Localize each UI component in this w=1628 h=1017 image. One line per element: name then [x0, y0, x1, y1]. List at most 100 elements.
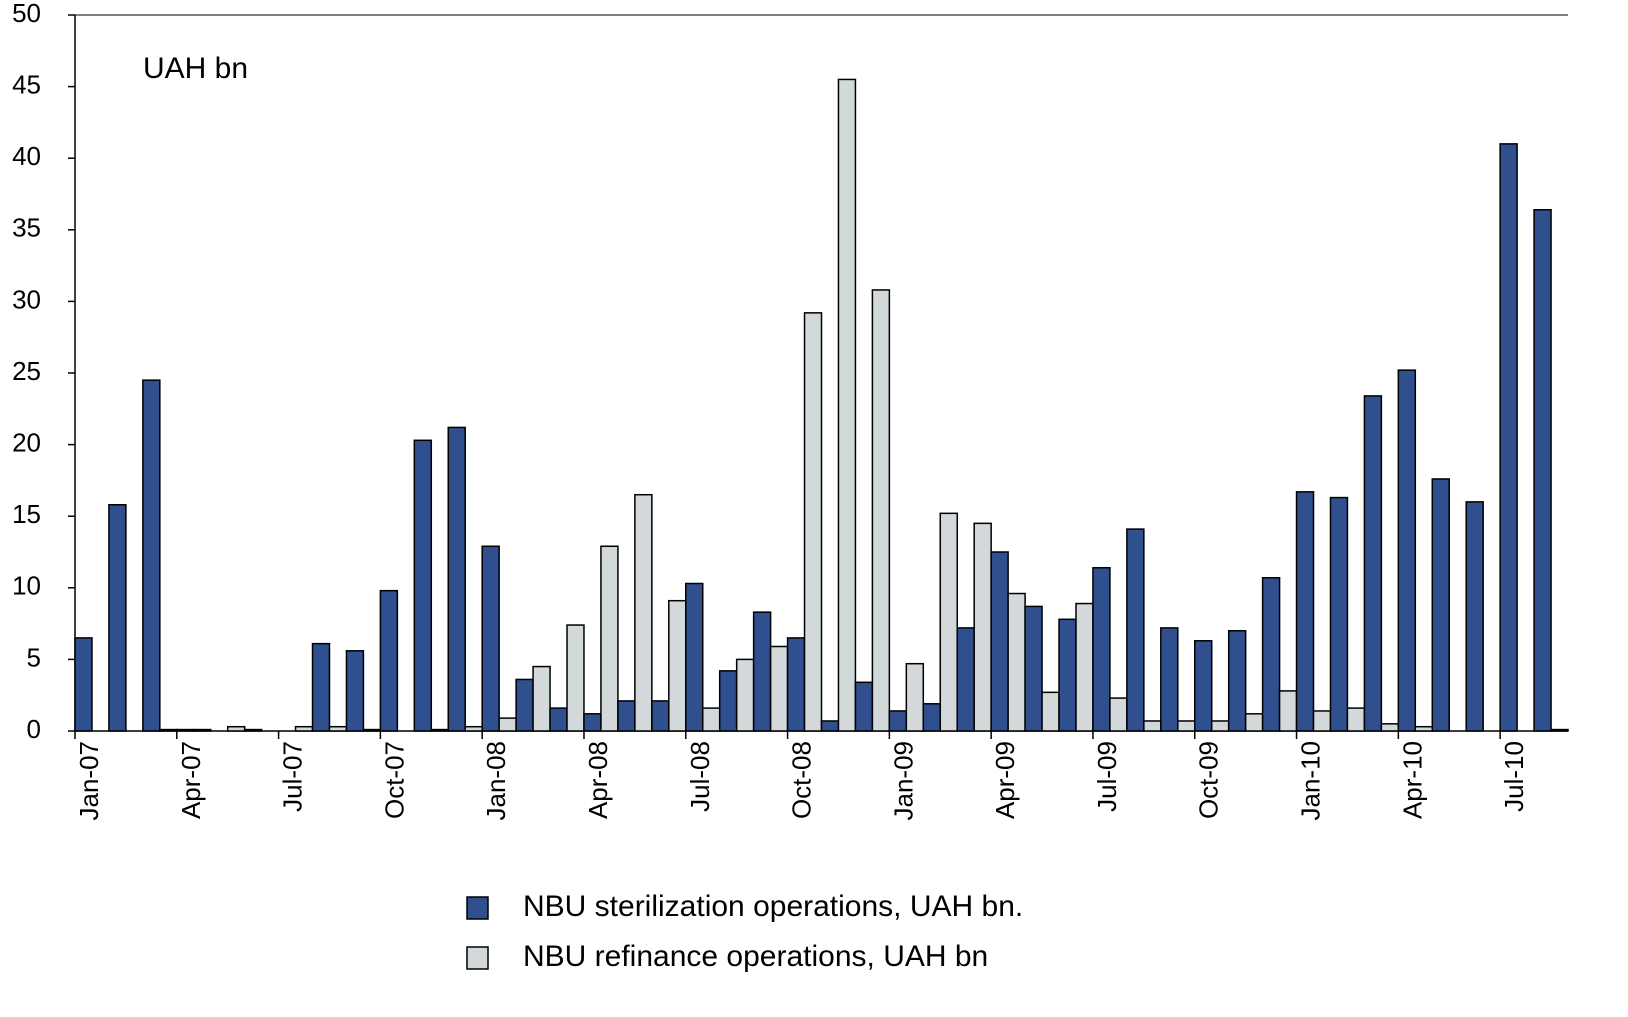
bar	[1329, 496, 1349, 732]
bar	[956, 627, 975, 732]
y-tick-label: 25	[12, 356, 41, 386]
bar	[990, 551, 1009, 732]
bar	[481, 545, 500, 732]
bar	[1007, 592, 1026, 732]
bar	[1109, 697, 1128, 732]
bar	[1346, 707, 1366, 732]
bar	[634, 493, 653, 732]
bar	[1041, 691, 1060, 732]
bar	[1143, 720, 1162, 732]
bar	[532, 665, 551, 732]
bar	[769, 645, 789, 732]
legend-swatch	[466, 946, 489, 970]
bar	[583, 713, 602, 732]
bar	[1499, 143, 1518, 732]
bar	[1533, 209, 1552, 732]
annotation: UAH bn	[143, 52, 248, 85]
bar	[735, 658, 755, 732]
bar	[311, 642, 331, 732]
bar	[701, 707, 721, 732]
bar	[752, 611, 772, 732]
bar	[549, 707, 568, 732]
bar	[718, 670, 738, 732]
bar	[1210, 720, 1230, 732]
bar	[243, 728, 263, 732]
bar	[1075, 602, 1094, 732]
bar	[176, 728, 195, 732]
y-tick-label: 20	[12, 427, 41, 457]
bar	[837, 78, 857, 732]
bar	[345, 650, 365, 732]
bar	[294, 725, 314, 732]
x-tick-label: Jan-07	[74, 741, 104, 821]
x-tick-label: Oct-09	[1194, 741, 1224, 819]
bar	[159, 728, 178, 732]
bar	[464, 725, 483, 732]
bar	[871, 289, 891, 732]
bar	[362, 728, 382, 732]
x-tick-label: Jul-09	[1092, 741, 1122, 812]
x-tick-label: Jan-09	[888, 741, 918, 821]
bar	[74, 637, 93, 732]
bar	[905, 662, 925, 732]
bar	[1465, 501, 1484, 732]
bar	[786, 637, 806, 732]
x-tick-label: Apr-07	[176, 741, 206, 819]
y-tick-label: 30	[12, 284, 41, 314]
bar	[685, 582, 704, 732]
x-tick-label: Apr-08	[583, 741, 613, 819]
y-tick-label: 40	[12, 141, 41, 171]
legend-label: NBU sterilization operations, UAH bn.	[523, 890, 1023, 923]
bar	[1380, 723, 1400, 732]
bar	[1244, 713, 1264, 732]
bar	[1550, 728, 1569, 732]
bar	[1092, 567, 1111, 732]
y-tick-label: 10	[12, 571, 41, 601]
x-tick-label: Oct-07	[379, 741, 409, 819]
x-tick-label: Jul-08	[685, 741, 715, 812]
bar	[1312, 710, 1332, 732]
bar	[600, 545, 619, 732]
bar	[1278, 690, 1298, 732]
bar	[1397, 369, 1417, 732]
bar	[1058, 618, 1077, 732]
y-tick-label: 0	[27, 714, 41, 744]
x-tick-label: Jan-08	[481, 741, 511, 821]
bar	[939, 512, 958, 732]
y-tick-label: 15	[12, 499, 41, 529]
bar	[1160, 627, 1179, 732]
y-tick-label: 35	[12, 213, 41, 243]
bar	[108, 503, 127, 732]
bar	[820, 720, 840, 732]
x-tick-label: Apr-10	[1397, 741, 1427, 819]
x-tick-label: Apr-09	[990, 741, 1020, 819]
bar	[1126, 528, 1145, 732]
bar	[651, 700, 670, 732]
bar	[1177, 720, 1196, 732]
bar	[1363, 395, 1383, 732]
x-tick-label: Jan-10	[1296, 741, 1326, 821]
bar	[413, 439, 433, 732]
bar	[430, 728, 449, 732]
bar	[498, 717, 517, 732]
bar	[1295, 491, 1315, 732]
bar	[515, 678, 534, 732]
bar	[973, 522, 992, 732]
y-tick-label: 50	[12, 0, 41, 28]
bar	[888, 710, 908, 732]
bar	[226, 725, 246, 732]
bar	[379, 589, 399, 732]
bar	[1227, 630, 1247, 732]
x-tick-label: Jul-10	[1499, 741, 1529, 812]
bar	[566, 624, 585, 732]
legend-label: NBU refinance operations, UAH bn	[523, 940, 988, 973]
bar	[922, 703, 942, 732]
bar	[1414, 725, 1434, 732]
bar	[617, 700, 636, 732]
bar	[854, 681, 874, 732]
bar	[447, 426, 466, 732]
legend-swatch	[466, 896, 489, 920]
bar	[193, 728, 212, 732]
bar	[1194, 640, 1213, 732]
